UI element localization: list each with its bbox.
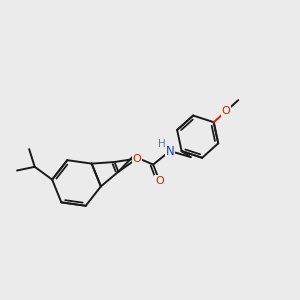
Text: N: N bbox=[166, 145, 174, 158]
Text: O: O bbox=[133, 154, 142, 164]
Text: H: H bbox=[158, 140, 166, 149]
Text: O: O bbox=[155, 176, 164, 186]
Text: O: O bbox=[222, 106, 230, 116]
